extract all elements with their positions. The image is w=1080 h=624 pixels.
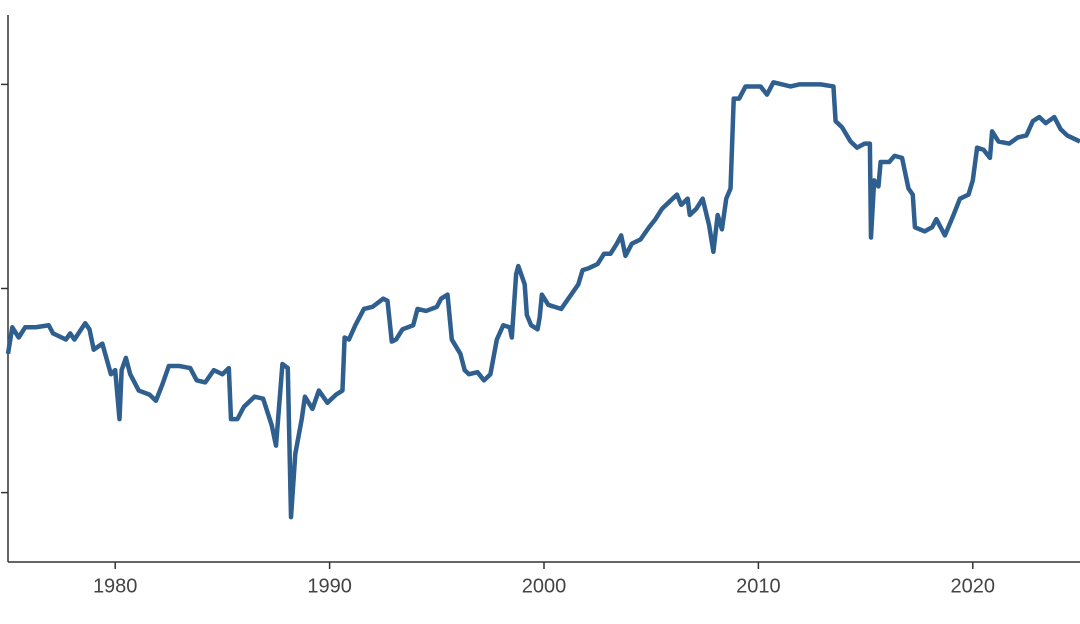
x-tick-label: 2000: [522, 575, 567, 597]
x-tick-label: 1990: [307, 575, 352, 597]
line-series: [5, 80, 1080, 520]
x-tick-label: 1980: [93, 575, 138, 597]
x-tick-label: 2020: [951, 575, 996, 597]
x-tick-label: 2010: [736, 575, 781, 597]
